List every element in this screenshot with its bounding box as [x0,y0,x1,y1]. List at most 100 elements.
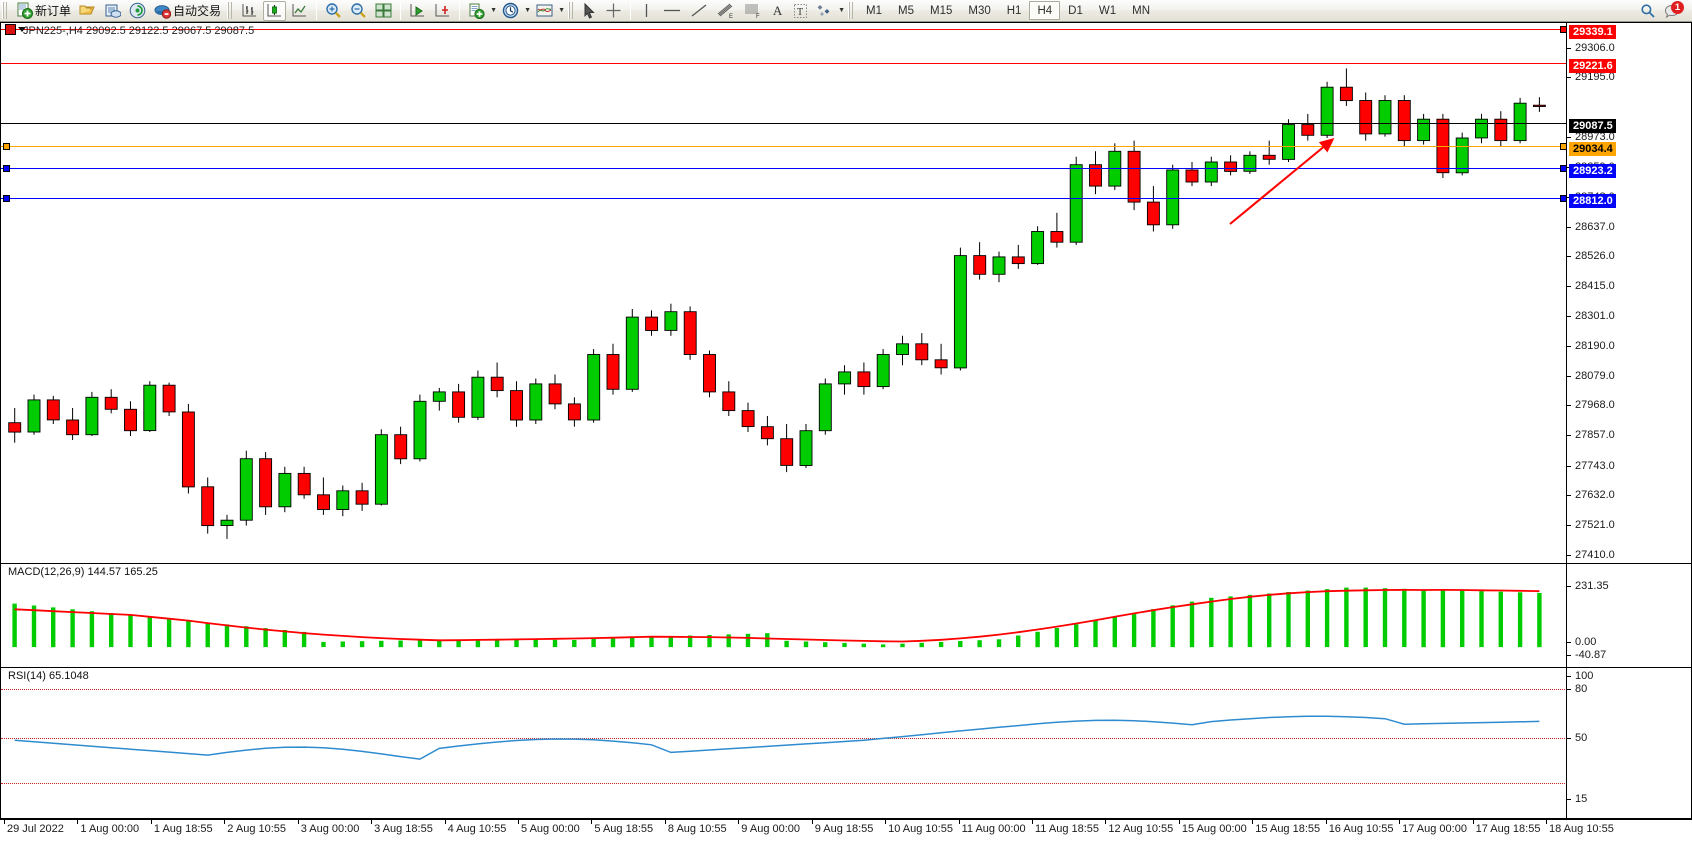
orange-level-handle-left[interactable] [3,143,10,150]
svg-text:F: F [756,14,760,19]
time-axis-label: 1 Aug 18:55 [153,823,213,835]
timeframe-m15[interactable]: M15 [930,4,953,17]
price-chart-panel[interactable]: JPN225-,H4 29092.5 29122.5 29067.5 29087… [0,22,1692,564]
zoom-in-icon [326,3,341,18]
price-axis-tick: 28190.0 [1567,340,1691,353]
templates-caret[interactable]: ▼ [558,7,565,14]
zoom-in-button[interactable] [322,1,345,21]
support-line-1[interactable] [1,168,1567,169]
add-indicator-icon [469,3,485,19]
support-line-2-tag[interactable]: 28812.0 [1569,194,1616,208]
new-order-button[interactable]: 新订单 [13,1,74,21]
resistance-line-2[interactable] [1,63,1567,64]
equidistant-channel-icon: E [717,3,733,19]
add-indicator-caret[interactable]: ▼ [490,7,497,14]
folder-button[interactable] [76,1,99,21]
orange-level-line[interactable] [1,146,1567,147]
notifications-button[interactable]: 1 [1661,0,1685,21]
macd-axis-line [1566,564,1567,667]
support-line-2[interactable] [1,198,1567,199]
time-axis-tick [518,820,519,824]
rsi-level-50 [1,738,1567,739]
publish-button[interactable] [101,1,124,21]
time-axis-tick [1399,820,1401,824]
time-axis-tick [1032,820,1033,824]
price-axis[interactable]: 29306.0 29195.0 28973.0 28859.0 28748.0 … [1567,23,1691,563]
timeframe-w1[interactable]: W1 [1098,4,1117,17]
period-button[interactable] [499,1,522,21]
equidistant-channel-button[interactable]: E [713,1,738,21]
tile-windows-button[interactable] [372,1,395,21]
chart-workspace[interactable]: JPN225-,H4 29092.5 29122.5 29067.5 29087… [0,22,1692,845]
timeframe-m5[interactable]: M5 [898,4,914,17]
fibonacci-tool-button[interactable]: F [740,1,765,21]
expert-advisor-icon [154,4,172,19]
toolbar-grip-1[interactable] [2,2,9,19]
macd-inner[interactable]: MACD(12,26,9) 144.57 165.25 231.35 0.00 … [1,564,1691,667]
new-order-label: 新订单 [35,4,72,18]
toolbar-grip-3[interactable] [568,2,576,19]
horizontal-line-tool-button[interactable] [659,1,685,21]
timeframe-h4[interactable]: H4 [1029,1,1061,20]
auto-scroll-button[interactable] [406,1,429,21]
time-axis-label: 3 Aug 00:00 [300,823,360,835]
time-axis-tick [1325,820,1327,824]
macd-panel[interactable]: MACD(12,26,9) 144.57 165.25 231.35 0.00 … [0,563,1692,668]
timeframe-h1[interactable]: H1 [1006,4,1022,17]
rsi-panel[interactable]: RSI(14) 65.1048 100 80 50 15 [0,667,1692,819]
candlestick-chart-button[interactable] [263,0,287,21]
toolbar-grip-4[interactable] [848,2,856,19]
crosshair-tool-button[interactable] [602,1,625,21]
rsi-inner[interactable]: RSI(14) 65.1048 100 80 50 15 [1,668,1691,818]
resistance-line-1[interactable] [1,29,1567,30]
price-chart-inner[interactable]: JPN225-,H4 29092.5 29122.5 29067.5 29087… [1,23,1691,563]
line-chart-button[interactable] [288,1,311,21]
search-button[interactable] [1637,1,1659,21]
zoom-out-button[interactable] [347,1,370,21]
tile-windows-icon [375,3,392,18]
support-line-1-tag[interactable]: 28923.2 [1569,164,1616,178]
rsi-tick-50 [1567,738,1571,739]
symbol-color-box [5,24,16,35]
last-price-tag-tag[interactable]: 29087.5 [1569,119,1616,133]
main-toolbar[interactable]: 新订单 [0,0,1692,22]
line-chart-icon [292,4,307,17]
timeframe-m1[interactable]: M1 [866,4,883,17]
orange-level-line-tag[interactable]: 29034.4 [1569,142,1616,156]
timeframe-d1[interactable]: D1 [1068,4,1083,17]
svg-text:T: T [797,7,803,18]
timeframe-m30[interactable]: M30 [968,4,991,17]
time-axis-label: 8 Aug 10:55 [667,823,727,835]
bar-chart-button[interactable] [238,1,261,21]
toolbar-grip-2[interactable] [227,2,235,19]
price-axis-line [1566,23,1567,563]
time-axis-tick [958,820,960,824]
text-label-tool-button[interactable]: T [790,1,811,21]
support-line-1-handle-left[interactable] [3,165,10,172]
shapes-tool-button[interactable] [813,1,836,21]
cursor-tool-button[interactable] [579,1,600,21]
templates-button[interactable] [533,1,556,21]
auto-trading-button[interactable]: 自动交易 [151,1,224,21]
signal-button[interactable] [126,1,149,21]
resistance-line-2-tag[interactable]: 29221.6 [1569,59,1616,73]
horizontal-line-icon [664,9,681,12]
time-axis-tick [1252,820,1254,824]
resistance-line-1-tag[interactable]: 29339.1 [1569,25,1616,39]
chart-shift-button[interactable] [431,1,454,21]
support-line-2-handle-left[interactable] [3,195,10,202]
trendline-tool-button[interactable] [687,1,711,21]
time-axis-tick [150,820,152,824]
shapes-caret[interactable]: ▼ [838,7,845,14]
period-caret[interactable]: ▼ [524,7,531,14]
text-tool-button[interactable]: A [772,2,783,18]
last-price-line [1,123,1567,124]
vertical-line-tool-button[interactable] [636,1,657,21]
add-indicator-button[interactable] [465,1,488,21]
timeframe-mn[interactable]: MN [1132,4,1150,17]
symbol-dropdown-caret[interactable] [18,27,26,32]
time-axis-label: 10 Aug 10:55 [888,823,953,835]
time-axis[interactable]: 29 Jul 2022 1 Aug 00:00 1 Aug 18:55 2 Aug 1… [0,819,1692,845]
time-axis-tick [738,820,740,824]
bullish-trend-arrow[interactable] [1216,128,1346,238]
